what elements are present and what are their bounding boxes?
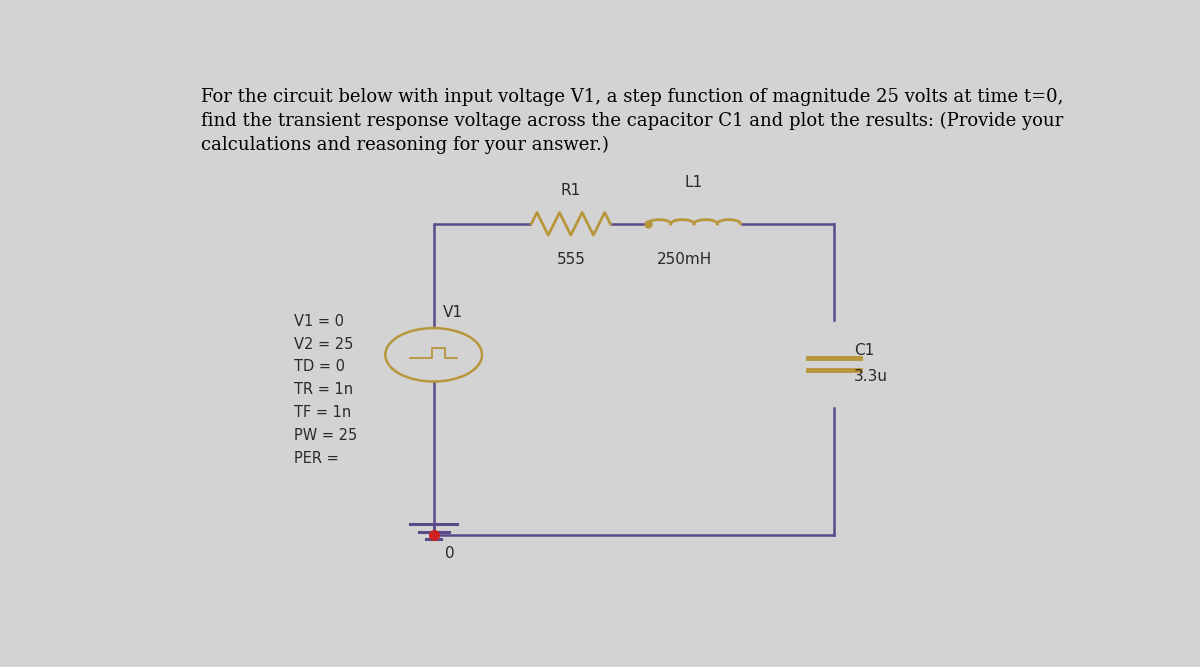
Text: For the circuit below with input voltage V1, a step function of magnitude 25 vol: For the circuit below with input voltage…	[202, 88, 1063, 153]
Text: R1: R1	[560, 183, 581, 198]
Text: 555: 555	[557, 252, 586, 267]
Text: V1: V1	[443, 305, 463, 320]
Text: L1: L1	[685, 175, 703, 191]
Text: V1 = 0
V2 = 25
TD = 0
TR = 1n
TF = 1n
PW = 25
PER =: V1 = 0 V2 = 25 TD = 0 TR = 1n TF = 1n PW…	[294, 313, 358, 466]
Text: 3.3u: 3.3u	[854, 369, 888, 384]
Text: C1: C1	[854, 344, 875, 358]
Text: 0: 0	[445, 546, 455, 562]
Text: 250mH: 250mH	[658, 252, 713, 267]
